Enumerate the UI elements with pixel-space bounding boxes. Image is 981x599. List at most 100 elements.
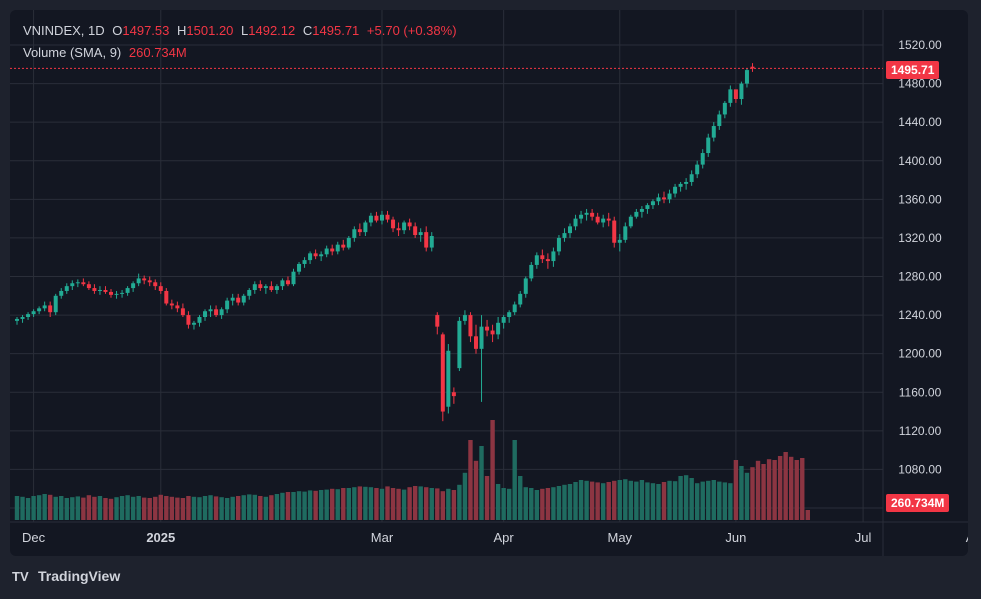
volume-bar: [750, 467, 755, 520]
volume-bar: [567, 484, 573, 520]
volume-bar: [706, 480, 711, 520]
candle-body: [114, 293, 119, 295]
candle-body: [302, 260, 307, 264]
candle: [468, 312, 473, 343]
candle-body: [368, 215, 373, 223]
candle: [374, 211, 379, 223]
volume-bar: [551, 487, 556, 520]
candle-body: [391, 219, 396, 229]
volume-bar: [224, 498, 230, 520]
volume-bar: [236, 496, 241, 520]
candle-body: [518, 293, 523, 305]
volume-bar: [407, 487, 412, 520]
candle: [617, 234, 622, 252]
volume-bar: [805, 510, 810, 520]
volume-bar: [42, 494, 47, 520]
candle: [302, 257, 307, 268]
candle-body: [639, 208, 644, 212]
volume-bar: [313, 490, 318, 520]
y-tick-label: 1080.00: [898, 462, 942, 476]
y-tick-label: 1280.00: [898, 270, 942, 284]
volume-bar: [130, 496, 136, 520]
volume-bar: [429, 488, 434, 520]
candle-body: [479, 326, 484, 349]
candle: [158, 282, 163, 294]
volume-bar: [374, 488, 379, 520]
candle: [744, 68, 749, 88]
volume-bar: [733, 460, 739, 520]
candle-body: [717, 114, 722, 127]
candle: [103, 286, 108, 294]
volume-bar: [506, 488, 512, 520]
candle: [236, 293, 241, 306]
candles-layer: [15, 63, 755, 422]
candle-body: [230, 297, 235, 301]
candle: [75, 279, 80, 288]
candle-body: [645, 205, 650, 209]
candle: [656, 193, 661, 206]
volume-bar: [424, 487, 429, 520]
candle-body: [429, 235, 434, 248]
price-chart[interactable]: 1520.00 1480.00 1440.00 1400.00 1360.00 1320.…: [10, 10, 968, 556]
volume-bar: [390, 488, 396, 520]
y-tick-label: 1320.00: [898, 231, 942, 245]
candle: [678, 181, 683, 192]
volume-label[interactable]: Volume (SMA, 9): [23, 45, 122, 60]
symbol-label[interactable]: VNINDEX, 1D: [23, 23, 105, 38]
candle-body: [695, 164, 700, 175]
candle: [114, 290, 119, 299]
volume-bar: [125, 495, 130, 520]
candle: [623, 222, 628, 243]
volume-bar: [401, 489, 407, 520]
volume-bar: [396, 488, 401, 520]
candle: [53, 293, 58, 316]
volume-bar: [435, 488, 440, 520]
volume-bar: [562, 484, 567, 520]
volume-bar: [484, 476, 490, 520]
candle: [274, 284, 279, 294]
y-tick-label: 1120.00: [899, 424, 942, 438]
volume-bar: [661, 482, 667, 520]
volume-bar: [717, 481, 722, 520]
candle: [717, 110, 722, 130]
candle: [225, 297, 230, 314]
candle: [689, 170, 694, 186]
candle: [545, 253, 550, 269]
volume-bar: [761, 464, 766, 520]
volume-bar: [645, 482, 650, 520]
close-value: 1495.71: [312, 23, 360, 38]
volume-bar: [175, 497, 180, 520]
volume-bar: [36, 495, 42, 520]
volume-bar: [451, 490, 457, 520]
y-tick-label: 1200.00: [898, 347, 942, 361]
candle-body: [689, 174, 694, 182]
candle-body: [335, 244, 340, 252]
volume-bar: [341, 488, 346, 520]
candle: [368, 212, 373, 227]
y-tick-label: 1240.00: [898, 308, 942, 322]
volume-bar: [650, 483, 656, 520]
tradingview-brand[interactable]: TV TradingView: [12, 568, 120, 584]
candle: [203, 309, 208, 321]
candle: [435, 312, 440, 335]
candle: [534, 252, 539, 269]
volume-bar: [318, 490, 324, 520]
candle-body: [120, 292, 125, 294]
candle-body: [81, 282, 86, 285]
chart-panel[interactable]: 1520.00 1480.00 1440.00 1400.00 1360.00 1320.…: [10, 10, 968, 556]
candle: [750, 63, 755, 72]
candle-body: [662, 197, 667, 200]
volume-bar: [180, 498, 186, 520]
candle: [147, 276, 152, 287]
candle-body: [540, 255, 545, 260]
candle: [285, 276, 290, 287]
candle: [634, 208, 639, 219]
candle-body: [462, 315, 467, 321]
candle-body: [92, 288, 97, 291]
candle-body: [750, 66, 755, 69]
candle: [186, 311, 191, 329]
candle-body: [551, 251, 556, 262]
volume-bar: [252, 494, 257, 520]
open-label: O: [112, 23, 123, 38]
candle: [540, 249, 545, 263]
